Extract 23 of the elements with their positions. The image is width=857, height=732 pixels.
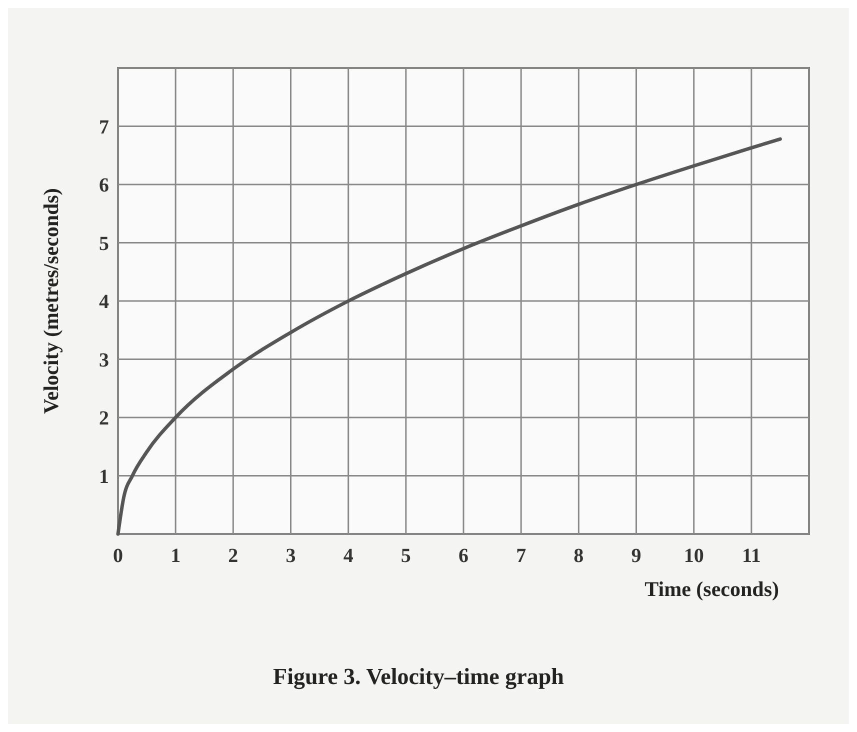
y-tick-label: 1 [99, 466, 109, 488]
y-tick-label: 7 [99, 116, 109, 138]
x-tick-label: 10 [684, 545, 704, 567]
y-tick-label: 5 [99, 232, 109, 255]
y-tick-label: 4 [99, 291, 109, 313]
x-tick-label: 5 [400, 545, 411, 567]
caption: Figure 3. Velocity–time graph [273, 664, 564, 690]
x-tick-label: 9 [631, 545, 642, 567]
x-tick-label: 4 [343, 545, 354, 567]
x-axis-title: Time (seconds) [644, 577, 780, 601]
y-tick-label: 2 [99, 408, 109, 430]
x-tick-label: 0 [113, 545, 123, 567]
y-tick-label: 6 [99, 174, 109, 196]
y-axis-title: Velocity (metres/seconds) [39, 188, 63, 414]
x-tick-label: 2 [228, 545, 238, 567]
line-series [116, 137, 782, 536]
x-tick-label: 7 [516, 545, 526, 567]
x-tick-label: 11 [742, 545, 761, 567]
x-tick-label: 3 [286, 545, 296, 567]
x-tick-label: 6 [458, 545, 468, 567]
x-tick-label: 1 [170, 545, 181, 567]
y-tick-label: 3 [99, 349, 109, 372]
x-tick-label: 8 [574, 545, 584, 567]
